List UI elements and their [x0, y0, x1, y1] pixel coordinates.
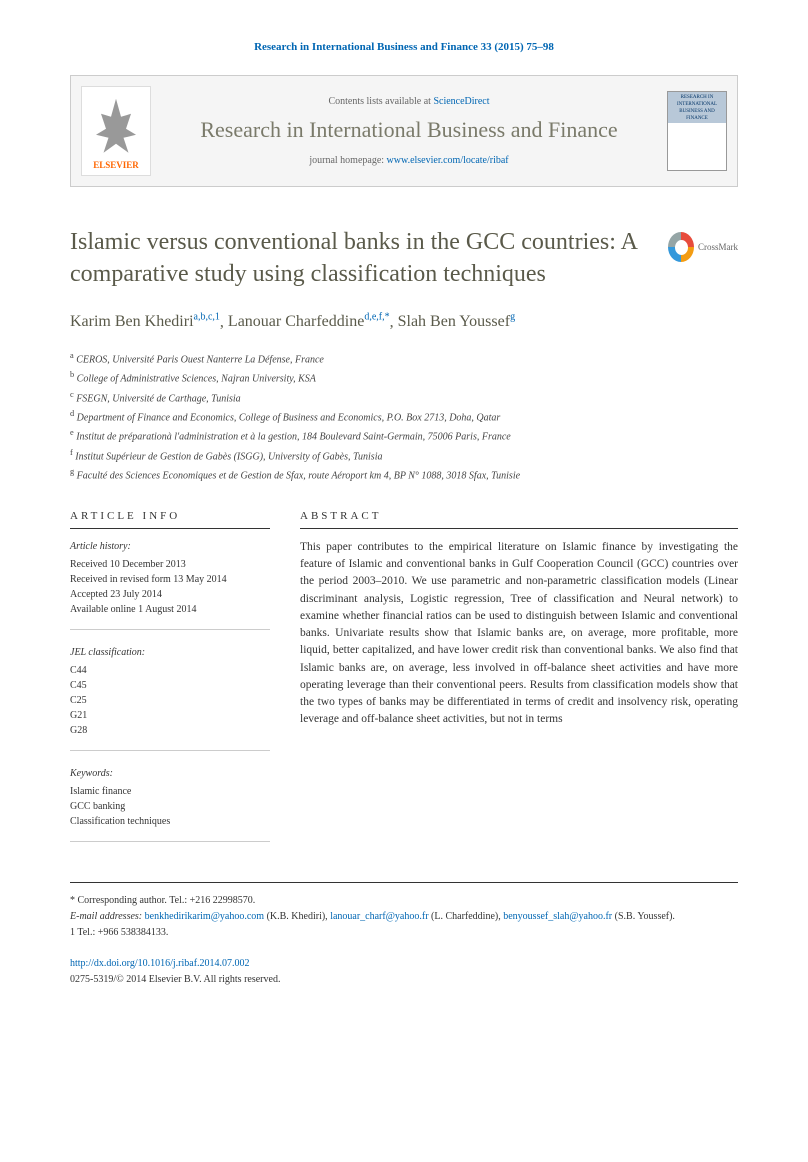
author: Karim Ben Khediria,b,c,1: [70, 313, 220, 330]
abstract-column: ABSTRACT This paper contributes to the e…: [300, 509, 738, 856]
elsevier-tree-icon: [91, 99, 141, 159]
jel-title: JEL classification:: [70, 645, 270, 660]
affiliations-list: a CEROS, Université Paris Ouest Nanterre…: [70, 349, 738, 484]
affiliation: a CEROS, Université Paris Ouest Nanterre…: [70, 349, 738, 368]
homepage-line: journal homepage: www.elsevier.com/locat…: [166, 154, 652, 168]
keywords-title: Keywords:: [70, 766, 270, 781]
contents-line: Contents lists available at ScienceDirec…: [166, 95, 652, 109]
author-refs: g: [510, 312, 515, 323]
corresponding-author: * Corresponding author. Tel.: +216 22998…: [70, 893, 738, 909]
jel-code: C25: [70, 693, 270, 708]
tel-note: 1 Tel.: +966 538384133.: [70, 925, 738, 941]
jel-block: JEL classification: C44C45C25G21G28: [70, 645, 270, 751]
jel-code: C45: [70, 678, 270, 693]
affiliation: c FSEGN, Université de Carthage, Tunisia: [70, 388, 738, 407]
history-line: Received 10 December 2013: [70, 557, 270, 572]
history-line: Received in revised form 13 May 2014: [70, 572, 270, 587]
keyword: Islamic finance: [70, 784, 270, 799]
affiliation: f Institut Supérieur de Gestion de Gabès…: [70, 446, 738, 465]
journal-cover-thumb: RESEARCH IN INTERNATIONAL BUSINESS AND F…: [667, 91, 727, 171]
email-link[interactable]: benyoussef_slah@yahoo.fr: [503, 911, 612, 922]
sciencedirect-link[interactable]: ScienceDirect: [433, 96, 489, 107]
crossmark-icon: [668, 232, 694, 262]
abstract-text: This paper contributes to the empirical …: [300, 539, 738, 729]
affiliation: g Faculté des Sciences Economiques et de…: [70, 465, 738, 484]
copyright-line: 0275-5319/© 2014 Elsevier B.V. All right…: [70, 974, 280, 985]
homepage-link[interactable]: www.elsevier.com/locate/ribaf: [387, 155, 509, 166]
author-refs: d,e,f,*: [364, 312, 389, 323]
jel-code: G21: [70, 708, 270, 723]
author-refs: a,b,c,1: [194, 312, 220, 323]
email-link[interactable]: lanouar_charf@yahoo.fr: [330, 911, 428, 922]
footer-notes: * Corresponding author. Tel.: +216 22998…: [70, 882, 738, 988]
journal-banner: ELSEVIER Contents lists available at Sci…: [70, 75, 738, 187]
history-line: Available online 1 August 2014: [70, 602, 270, 617]
doi-block: http://dx.doi.org/10.1016/j.ribaf.2014.0…: [70, 956, 738, 988]
citation-header: Research in International Business and F…: [70, 40, 738, 55]
author: Slah Ben Youssefg: [398, 313, 515, 330]
crossmark-badge[interactable]: CrossMark: [668, 227, 738, 267]
contents-prefix: Contents lists available at: [328, 96, 433, 107]
publisher-name: ELSEVIER: [93, 159, 139, 172]
keywords-block: Keywords: Islamic financeGCC bankingClas…: [70, 766, 270, 842]
affiliation: e Institut de préparationà l'administrat…: [70, 426, 738, 445]
article-title: Islamic versus conventional banks in the…: [70, 227, 668, 289]
affiliation: d Department of Finance and Economics, C…: [70, 407, 738, 426]
elsevier-logo: ELSEVIER: [81, 86, 151, 176]
email-label: E-mail addresses:: [70, 911, 145, 922]
content-columns: ARTICLE INFO Article history: Received 1…: [70, 509, 738, 856]
crossmark-label: CrossMark: [698, 241, 738, 254]
email-link[interactable]: benkhedirikarim@yahoo.com: [145, 911, 264, 922]
email-line: E-mail addresses: benkhedirikarim@yahoo.…: [70, 909, 738, 925]
keyword: GCC banking: [70, 799, 270, 814]
article-history-block: Article history: Received 10 December 20…: [70, 539, 270, 630]
affiliation: b College of Administrative Sciences, Na…: [70, 368, 738, 387]
history-line: Accepted 23 July 2014: [70, 587, 270, 602]
keyword: Classification techniques: [70, 814, 270, 829]
article-info-header: ARTICLE INFO: [70, 509, 270, 528]
author: Lanouar Charfeddined,e,f,*: [228, 313, 390, 330]
article-info-column: ARTICLE INFO Article history: Received 1…: [70, 509, 270, 856]
title-row: Islamic versus conventional banks in the…: [70, 227, 738, 289]
jel-code: G28: [70, 723, 270, 738]
banner-center: Contents lists available at ScienceDirec…: [166, 95, 652, 167]
journal-name: Research in International Business and F…: [166, 117, 652, 143]
abstract-header: ABSTRACT: [300, 509, 738, 528]
authors-list: Karim Ben Khediria,b,c,1, Lanouar Charfe…: [70, 310, 738, 334]
homepage-prefix: journal homepage:: [309, 155, 386, 166]
jel-code: C44: [70, 663, 270, 678]
history-title: Article history:: [70, 539, 270, 554]
doi-link[interactable]: http://dx.doi.org/10.1016/j.ribaf.2014.0…: [70, 958, 250, 969]
